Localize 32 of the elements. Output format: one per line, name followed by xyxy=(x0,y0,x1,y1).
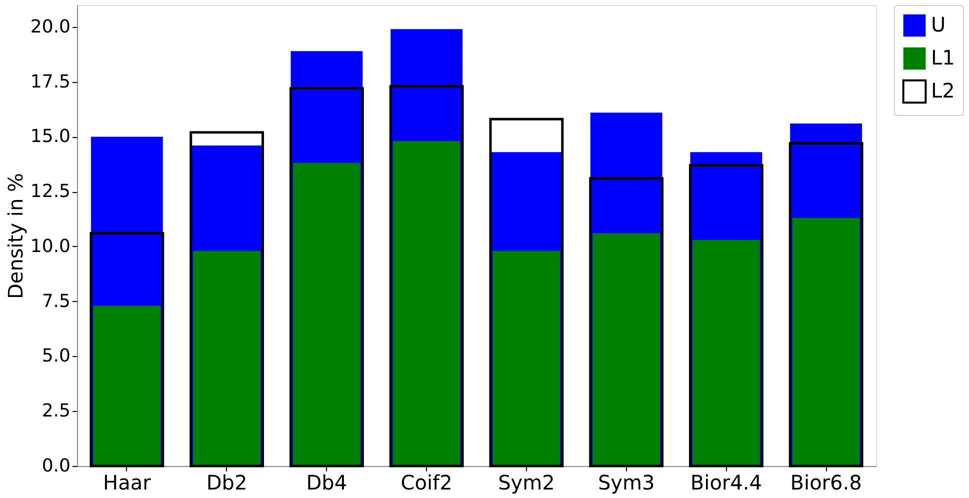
y-tick-label: 7.5 xyxy=(42,290,70,312)
y-tick-label: 15.0 xyxy=(30,126,70,148)
x-tick-label: Sym2 xyxy=(498,470,555,494)
bar xyxy=(592,233,660,466)
legend-label: U xyxy=(931,12,946,36)
y-tick-label: 0.0 xyxy=(42,456,70,476)
y-tick-label: 12.5 xyxy=(30,181,70,202)
y-tick-label: 10.0 xyxy=(30,236,70,257)
bar xyxy=(193,250,261,466)
x-tick-label: Sym3 xyxy=(598,470,655,494)
x-tick-label: Coif2 xyxy=(400,470,452,494)
legend-label: L1 xyxy=(931,46,955,70)
y-tick-label: 2.5 xyxy=(42,400,70,422)
bar xyxy=(93,306,161,466)
bar xyxy=(792,218,860,466)
bar xyxy=(292,163,360,466)
legend-label: L2 xyxy=(931,78,955,102)
bar xyxy=(389,84,464,468)
bar xyxy=(692,240,760,466)
y-tick-label: 17.5 xyxy=(30,71,70,92)
bar xyxy=(589,177,664,468)
x-tick-label: Db4 xyxy=(306,470,348,494)
y-tick-label: 5.0 xyxy=(42,346,70,367)
bar xyxy=(492,250,560,466)
bar xyxy=(392,141,460,466)
x-tick-label: Haar xyxy=(103,470,152,494)
x-tick-label: Bior6.8 xyxy=(790,470,862,494)
x-tick-label: Db2 xyxy=(206,470,248,494)
bar xyxy=(90,232,164,468)
x-tick-label: Bior4.4 xyxy=(690,470,762,494)
y-tick-label: 20.0 xyxy=(30,16,70,38)
y-axis-title: Density in % xyxy=(3,173,28,299)
